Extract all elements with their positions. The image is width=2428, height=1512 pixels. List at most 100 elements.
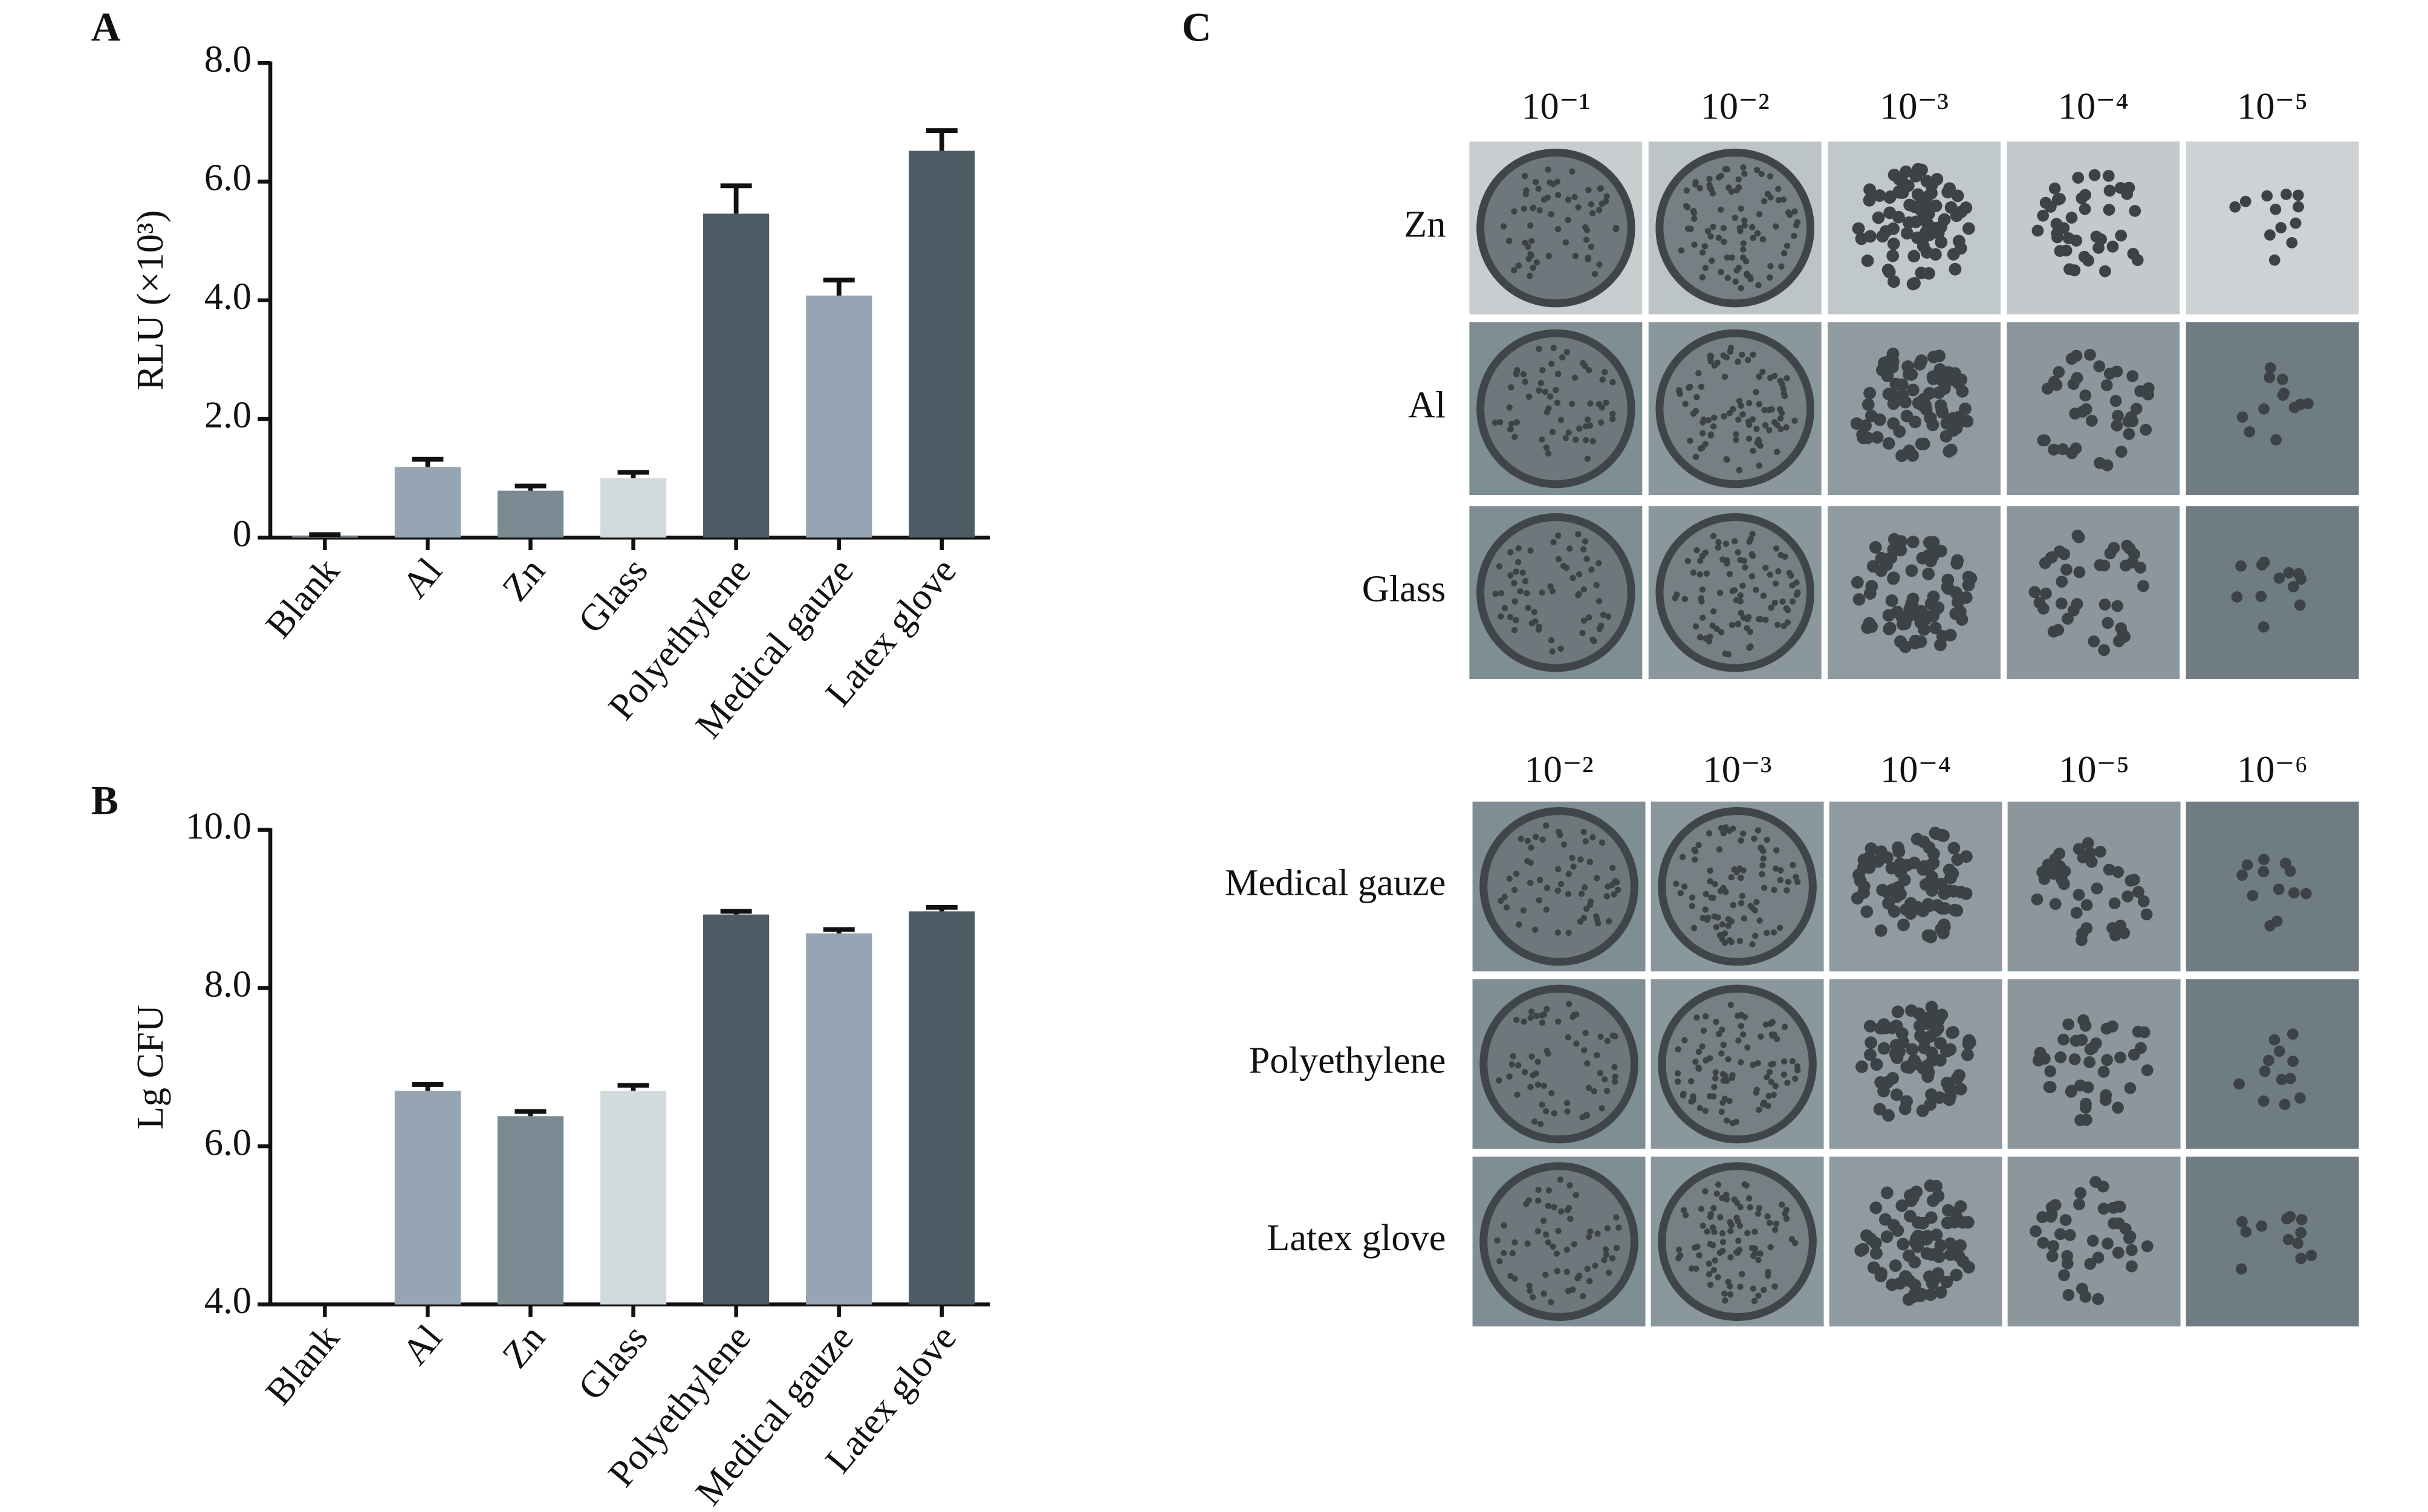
colony	[1873, 1103, 1886, 1116]
colony	[2062, 1289, 2075, 1301]
colony	[2115, 229, 2128, 242]
colony	[1702, 906, 1709, 913]
colony	[1915, 1288, 1929, 1301]
colony	[2270, 203, 2282, 215]
colony	[1554, 1018, 1562, 1025]
colony	[1726, 410, 1733, 417]
colony	[1770, 1091, 1777, 1098]
colony	[1603, 893, 1611, 900]
colony	[2263, 1054, 2274, 1066]
plate-lawn	[1658, 984, 1817, 1144]
colony	[1604, 1225, 1611, 1232]
colony	[2079, 389, 2092, 401]
colony	[1707, 1211, 1715, 1218]
colony	[1496, 1258, 1503, 1265]
colony	[1580, 828, 1587, 835]
colony	[1721, 238, 1727, 245]
colony	[1924, 412, 1936, 424]
colony	[1511, 267, 1518, 274]
colony	[1906, 536, 1920, 548]
colony	[1731, 538, 1738, 545]
colony	[1687, 437, 1693, 444]
colony	[1775, 196, 1782, 204]
colony	[1565, 1001, 1573, 1007]
colony	[1939, 430, 1953, 443]
colony	[1718, 825, 1725, 832]
colony	[1536, 345, 1542, 352]
colony	[1870, 1247, 1883, 1260]
colony	[1528, 620, 1536, 627]
colony	[2258, 621, 2270, 633]
colony	[1775, 186, 1782, 192]
colony	[1933, 349, 1946, 363]
colony	[1738, 837, 1744, 844]
colony	[2052, 624, 2065, 636]
colony	[1757, 1250, 1764, 1257]
colony	[1904, 907, 1917, 920]
colony	[1736, 938, 1744, 944]
colony	[1602, 1246, 1609, 1253]
colony	[2099, 1094, 2112, 1106]
colony	[2094, 845, 2106, 858]
colony	[1710, 608, 1717, 615]
colony	[1751, 1297, 1758, 1305]
colony	[1779, 598, 1786, 605]
colony	[1777, 867, 1784, 874]
colony	[2123, 1232, 2135, 1245]
colony	[1943, 445, 1956, 458]
colony	[1554, 1268, 1561, 1274]
colony	[1887, 237, 1900, 250]
colony	[1765, 1092, 1772, 1100]
colony	[1511, 1239, 1518, 1246]
colony	[1691, 846, 1698, 853]
colony	[1530, 264, 1536, 271]
colony	[2268, 254, 2280, 266]
colony	[1864, 1048, 1877, 1062]
colony	[1750, 351, 1756, 358]
colony	[1885, 861, 1898, 875]
colony	[1863, 193, 1876, 207]
colony	[1906, 277, 1920, 291]
colony	[1741, 1013, 1748, 1020]
colony	[1712, 1069, 1719, 1076]
colony	[1535, 1186, 1542, 1193]
colony	[1792, 1076, 1799, 1082]
colony	[2240, 1226, 2252, 1238]
colony	[1760, 848, 1767, 854]
colony	[1762, 422, 1769, 429]
colony	[2231, 591, 2243, 603]
colony	[1706, 175, 1713, 183]
colony	[1695, 1048, 1703, 1056]
colony	[1914, 1029, 1927, 1042]
colony	[1856, 1243, 1869, 1256]
colony	[1932, 386, 1946, 400]
colony	[1724, 166, 1731, 173]
colony	[1579, 360, 1586, 367]
colony	[1555, 556, 1562, 563]
colony	[1707, 432, 1715, 439]
colony	[1615, 886, 1621, 894]
colony	[1771, 1226, 1779, 1233]
colony	[1748, 224, 1756, 231]
colony	[1961, 1216, 1975, 1229]
colony	[1549, 429, 1556, 435]
colony	[1675, 1246, 1683, 1253]
colony	[1898, 874, 1911, 886]
colony	[2122, 415, 2135, 428]
colony	[1507, 549, 1514, 556]
colony	[1696, 571, 1704, 578]
colony	[1554, 532, 1562, 539]
colony	[2038, 873, 2051, 885]
colony	[1508, 420, 1515, 427]
colony	[1524, 858, 1531, 865]
colony	[1545, 1239, 1551, 1246]
colony	[1855, 232, 1868, 245]
colony	[1719, 1195, 1725, 1201]
colony	[1956, 1255, 1970, 1268]
colony	[1522, 378, 1528, 385]
colony	[1779, 381, 1785, 388]
colony	[1565, 196, 1572, 203]
colony	[1542, 1231, 1550, 1238]
colony	[1761, 884, 1768, 891]
colony	[1766, 427, 1773, 433]
